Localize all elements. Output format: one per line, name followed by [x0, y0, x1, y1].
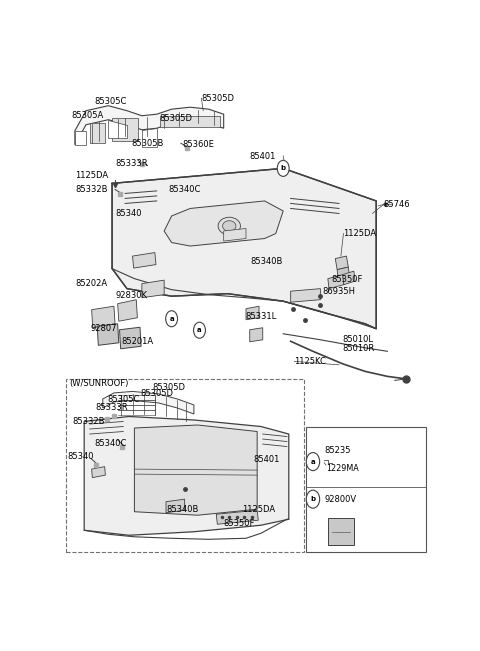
Polygon shape: [224, 229, 246, 241]
Polygon shape: [90, 123, 105, 143]
Text: 85340B: 85340B: [166, 505, 198, 514]
Text: a: a: [197, 327, 202, 333]
Text: a: a: [311, 458, 315, 465]
Text: 85340: 85340: [115, 209, 142, 218]
Text: 85340B: 85340B: [251, 256, 283, 266]
Text: 85350F: 85350F: [332, 275, 363, 284]
Ellipse shape: [218, 217, 240, 235]
Circle shape: [306, 452, 320, 471]
Polygon shape: [118, 299, 137, 321]
Text: 85010L: 85010L: [343, 335, 374, 344]
Ellipse shape: [223, 221, 236, 231]
Text: b: b: [311, 496, 315, 502]
Text: 85360E: 85360E: [182, 140, 214, 149]
Text: 85201A: 85201A: [121, 337, 154, 346]
Text: 85340C: 85340C: [95, 439, 127, 447]
Text: 85305C: 85305C: [94, 97, 127, 106]
Text: 85010R: 85010R: [343, 344, 375, 353]
Text: b: b: [281, 165, 286, 171]
Polygon shape: [160, 116, 220, 127]
Polygon shape: [328, 275, 344, 288]
Text: 1125DA: 1125DA: [344, 229, 377, 238]
Text: 92830K: 92830K: [115, 290, 147, 299]
Text: 1125DA: 1125DA: [242, 505, 276, 514]
Text: 85332B: 85332B: [75, 185, 108, 194]
Text: 85305C: 85305C: [108, 395, 140, 404]
Text: 85332B: 85332B: [72, 417, 105, 426]
Text: 86935H: 86935H: [322, 286, 355, 296]
Text: 85305B: 85305B: [132, 139, 164, 148]
Text: 85202A: 85202A: [75, 279, 107, 288]
Text: 85305A: 85305A: [71, 111, 103, 120]
Text: 85305D: 85305D: [202, 94, 234, 103]
Polygon shape: [75, 131, 86, 145]
Polygon shape: [84, 417, 289, 535]
Polygon shape: [290, 288, 321, 302]
Polygon shape: [108, 120, 127, 138]
Text: 92800V: 92800V: [324, 495, 356, 504]
Polygon shape: [75, 105, 224, 145]
Text: a: a: [169, 316, 174, 322]
Circle shape: [277, 160, 289, 176]
Text: 85331L: 85331L: [245, 312, 276, 321]
Text: 85401: 85401: [253, 454, 280, 464]
Circle shape: [193, 322, 205, 339]
Text: 85401: 85401: [250, 152, 276, 161]
Polygon shape: [103, 391, 194, 414]
Text: 92807: 92807: [91, 324, 118, 333]
Polygon shape: [337, 267, 349, 279]
Polygon shape: [335, 256, 348, 270]
Text: 85235: 85235: [324, 445, 350, 454]
Bar: [328, 518, 354, 546]
Text: 85333R: 85333R: [115, 159, 148, 168]
Polygon shape: [132, 253, 156, 268]
Text: 85746: 85746: [384, 200, 410, 209]
Text: 1229MA: 1229MA: [326, 464, 359, 473]
Polygon shape: [164, 201, 283, 246]
Polygon shape: [166, 499, 185, 513]
Text: 85305D: 85305D: [140, 389, 173, 398]
Polygon shape: [120, 327, 141, 349]
Circle shape: [166, 311, 178, 327]
Text: (W/SUNROOF): (W/SUNROOF): [69, 380, 129, 389]
Polygon shape: [142, 128, 156, 147]
Polygon shape: [142, 280, 164, 298]
Polygon shape: [250, 327, 263, 342]
Text: 85340C: 85340C: [168, 185, 201, 194]
Polygon shape: [92, 467, 106, 478]
Polygon shape: [97, 324, 119, 345]
FancyBboxPatch shape: [305, 426, 426, 552]
Polygon shape: [343, 271, 355, 284]
Polygon shape: [112, 169, 376, 329]
Polygon shape: [216, 510, 258, 524]
Text: 85305D: 85305D: [152, 383, 185, 392]
Polygon shape: [134, 425, 257, 515]
FancyBboxPatch shape: [66, 379, 304, 552]
Text: 85340: 85340: [67, 452, 94, 461]
Text: 1125KC: 1125KC: [294, 357, 326, 366]
Polygon shape: [92, 306, 115, 327]
Text: 85333R: 85333R: [96, 404, 128, 413]
Circle shape: [306, 490, 320, 508]
Polygon shape: [112, 118, 138, 141]
Text: 1125DA: 1125DA: [75, 171, 108, 180]
Polygon shape: [246, 306, 259, 320]
Text: 85305D: 85305D: [160, 114, 192, 123]
Text: 85350F: 85350F: [224, 519, 255, 528]
